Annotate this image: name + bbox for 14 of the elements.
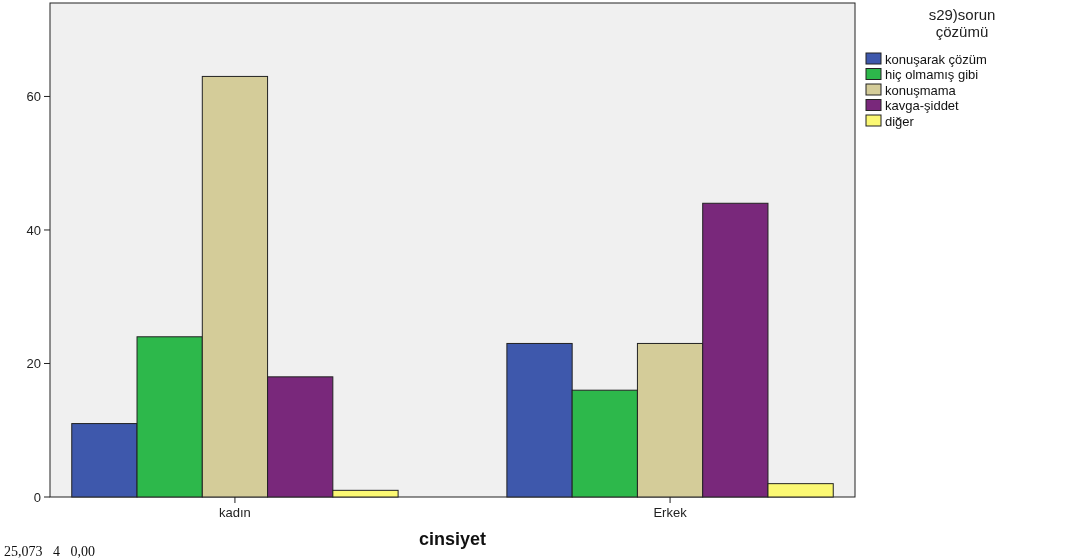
legend-label: diğer <box>885 113 915 129</box>
y-tick-label: 20 <box>26 356 41 372</box>
legend-title: s29)sorun çözümü <box>928 6 996 40</box>
x-axis-title: cinsiyet <box>418 529 487 549</box>
legend-label: konuşarak çözüm <box>885 51 987 67</box>
text: 25,073 4 0,00 <box>4 544 95 558</box>
x-tick-label: kadın <box>219 505 251 520</box>
legend-label: kavga-şiddet <box>885 98 960 114</box>
y-tick-label: 0 <box>33 489 41 505</box>
y-tick-label: 60 <box>26 89 41 105</box>
legend-label: konuşmama <box>885 82 957 98</box>
legend-label: hiç olmamış gibi <box>885 67 979 83</box>
x-tick-label: Erkek <box>653 505 688 520</box>
y-tick-label: 40 <box>26 222 41 238</box>
